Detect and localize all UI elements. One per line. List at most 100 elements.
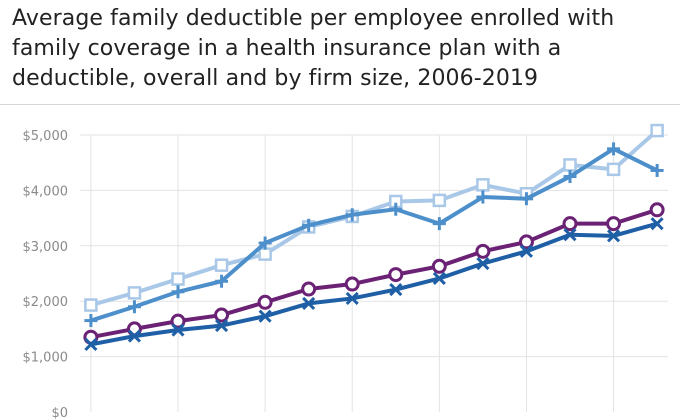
data-point [650, 163, 664, 177]
marker-shape [432, 193, 447, 208]
marker-stroke [171, 323, 185, 337]
marker-stroke [214, 319, 229, 333]
series-layer [83, 123, 665, 351]
data-point [302, 296, 316, 310]
marker-shape [649, 202, 665, 218]
data-point [215, 274, 229, 288]
marker-shape [171, 272, 185, 286]
marker-stroke [389, 283, 403, 297]
marker-shape [170, 313, 186, 329]
data-point [650, 217, 664, 231]
marker-shape [563, 158, 577, 172]
marker-stroke [476, 256, 490, 271]
data-point [171, 285, 185, 299]
marker-shape [475, 243, 491, 259]
series-line [88, 221, 660, 347]
data-point [301, 281, 317, 297]
data-point [388, 267, 404, 283]
marker-shape [388, 267, 404, 283]
marker-shape [518, 234, 534, 250]
marker-shape [650, 123, 664, 138]
y-tick-label: $1,000 [23, 351, 69, 366]
data-point [127, 329, 142, 343]
data-point [562, 216, 578, 232]
data-point [519, 192, 533, 206]
series-line [88, 128, 660, 308]
data-point [127, 300, 141, 314]
data-point [345, 208, 359, 222]
data-point [476, 256, 490, 271]
y-tick-label: $5,000 [23, 129, 69, 144]
marker-shape [301, 281, 317, 297]
marker-stroke [345, 291, 359, 305]
data-point [476, 178, 490, 192]
marker-shape [84, 298, 98, 312]
marker-stroke [258, 309, 272, 323]
marker-stroke [563, 228, 577, 242]
data-point [563, 158, 577, 172]
y-tick-label: $0 [51, 406, 68, 420]
gridlines [80, 134, 668, 412]
marker-stroke [650, 217, 664, 231]
data-point [606, 216, 622, 232]
marker-stroke [127, 329, 142, 343]
marker-shape [606, 162, 621, 177]
y-axis: $0 $1,000 $2,000 $3,000 $4,000 $5,000 [23, 129, 69, 420]
data-point [389, 283, 403, 297]
data-point [606, 229, 621, 243]
data-point [84, 337, 98, 351]
data-point [214, 307, 230, 323]
y-tick-label: $4,000 [23, 184, 69, 199]
marker-shape [562, 216, 578, 232]
y-tick-label: $2,000 [23, 295, 69, 310]
data-point [258, 247, 272, 261]
data-point [302, 218, 316, 232]
data-point [432, 193, 447, 208]
data-point [607, 142, 621, 156]
data-point [432, 271, 446, 286]
data-point [171, 272, 185, 286]
data-point [431, 258, 447, 274]
data-point [344, 276, 360, 292]
data-point [84, 298, 98, 312]
series-square [84, 123, 664, 312]
series-plus [84, 142, 664, 328]
data-point [649, 202, 665, 218]
marker-shape [127, 286, 142, 300]
marker-shape [606, 216, 622, 232]
data-point [258, 309, 272, 323]
data-point [171, 323, 185, 337]
marker-shape [214, 258, 229, 272]
data-point [258, 236, 272, 250]
marker-stroke [432, 271, 446, 286]
marker-shape [476, 178, 490, 192]
data-point [432, 217, 446, 231]
data-point [563, 170, 577, 184]
data-point [214, 258, 229, 272]
marker-shape [258, 247, 272, 261]
series-x [84, 217, 664, 351]
data-point [257, 294, 273, 310]
data-point [214, 319, 229, 333]
marker-shape [431, 258, 447, 274]
data-point [650, 123, 664, 138]
marker-stroke [84, 337, 98, 351]
y-tick-label: $3,000 [23, 240, 69, 255]
marker-stroke [302, 296, 316, 310]
data-point [475, 243, 491, 259]
marker-shape [257, 294, 273, 310]
title-divider [0, 104, 680, 105]
data-point [127, 286, 142, 300]
data-point [389, 202, 403, 216]
data-point [606, 162, 621, 177]
data-point [518, 234, 534, 250]
data-point [84, 314, 98, 328]
marker-stroke [519, 244, 534, 258]
data-point [476, 190, 490, 204]
data-point [170, 313, 186, 329]
series-line [88, 146, 660, 323]
chart-title: Average family deductible per employee e… [12, 6, 615, 91]
data-point [563, 228, 577, 242]
marker-shape [214, 307, 230, 323]
